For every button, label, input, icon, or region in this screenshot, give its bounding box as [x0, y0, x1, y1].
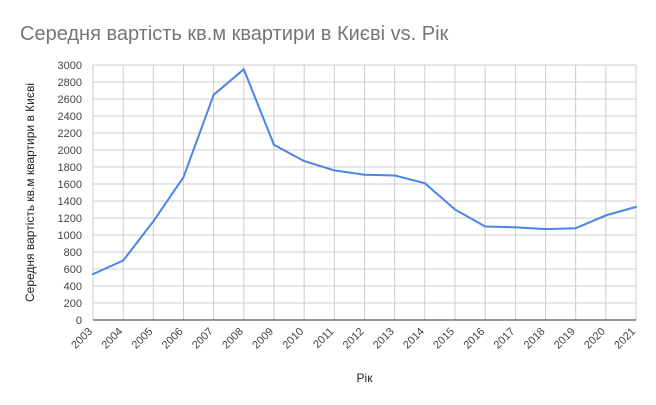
- data-point: [273, 143, 275, 146]
- x-tick-label: 2003: [69, 326, 95, 352]
- data-point: [303, 160, 306, 163]
- y-tick-label: 600: [64, 264, 82, 276]
- x-axis-title: Рік: [357, 371, 374, 385]
- x-tick-label: 2005: [130, 326, 156, 352]
- y-tick-label: 2800: [58, 77, 82, 89]
- y-tick-label: 200: [64, 298, 82, 310]
- data-point: [544, 228, 547, 231]
- x-tick-label: 2021: [612, 326, 638, 352]
- y-tick-label: 400: [64, 281, 82, 293]
- x-tick-label: 2006: [160, 326, 186, 352]
- x-tick-label: 2008: [220, 326, 246, 352]
- y-axis-ticks: 0 200 400 600 800 1000 1200 1400 1600 1800 2000 220…: [58, 60, 82, 327]
- x-tick-label: 2016: [461, 326, 487, 352]
- x-tick-label: 2012: [341, 326, 367, 352]
- data-point: [574, 227, 577, 230]
- data-point: [514, 226, 517, 229]
- data-point: [393, 174, 396, 177]
- y-tick-label: 1600: [58, 179, 82, 191]
- y-tick-label: 3000: [58, 60, 82, 72]
- y-tick-label: 1400: [58, 196, 82, 208]
- y-tick-label: 1000: [58, 230, 82, 242]
- grid-lines: [92, 64, 637, 320]
- y-tick-label: 2200: [58, 128, 82, 140]
- x-tick-label: 2010: [280, 326, 306, 352]
- x-tick-label: 2011: [311, 326, 336, 351]
- y-tick-label: 2600: [58, 94, 82, 106]
- x-tick-label: 2015: [431, 326, 457, 352]
- y-tick-label: 1200: [58, 213, 82, 225]
- x-axis-ticks: 2003 2004 2005 2006 2007 2008 2009 2010 2011 2012…: [69, 326, 638, 352]
- data-point: [484, 225, 487, 228]
- data-point: [635, 205, 637, 208]
- data-point: [122, 259, 125, 262]
- y-tick-label: 0: [76, 315, 82, 327]
- y-tick-label: 2000: [58, 145, 82, 157]
- y-tick-label: 2400: [58, 111, 82, 123]
- x-tick-label: 2020: [582, 326, 608, 352]
- x-tick-label: 2013: [371, 326, 397, 352]
- data-series: [92, 68, 637, 276]
- x-tick-label: 2017: [492, 326, 518, 352]
- chart-title: Середня вартість кв.м квартири в Києві v…: [20, 23, 449, 45]
- data-point: [212, 93, 215, 96]
- data-point: [423, 182, 426, 185]
- y-axis-title: Середня вартість кв.м квартири в Києві: [23, 83, 37, 302]
- data-point: [152, 220, 155, 223]
- y-tick-label: 800: [64, 247, 82, 259]
- x-tick-label: 2019: [552, 326, 578, 352]
- x-tick-label: 2007: [190, 326, 216, 352]
- y-tick-label: 1800: [58, 162, 82, 174]
- data-point: [182, 176, 185, 179]
- data-point: [454, 208, 456, 211]
- x-tick-label: 2004: [99, 326, 125, 352]
- x-tick-label: 2009: [250, 326, 276, 352]
- x-tick-label: 2018: [522, 326, 548, 352]
- data-point: [333, 169, 336, 172]
- data-point: [242, 68, 245, 71]
- x-tick-label: 2014: [401, 326, 427, 352]
- data-point: [363, 173, 366, 176]
- data-point: [604, 214, 607, 217]
- data-point: [92, 273, 94, 276]
